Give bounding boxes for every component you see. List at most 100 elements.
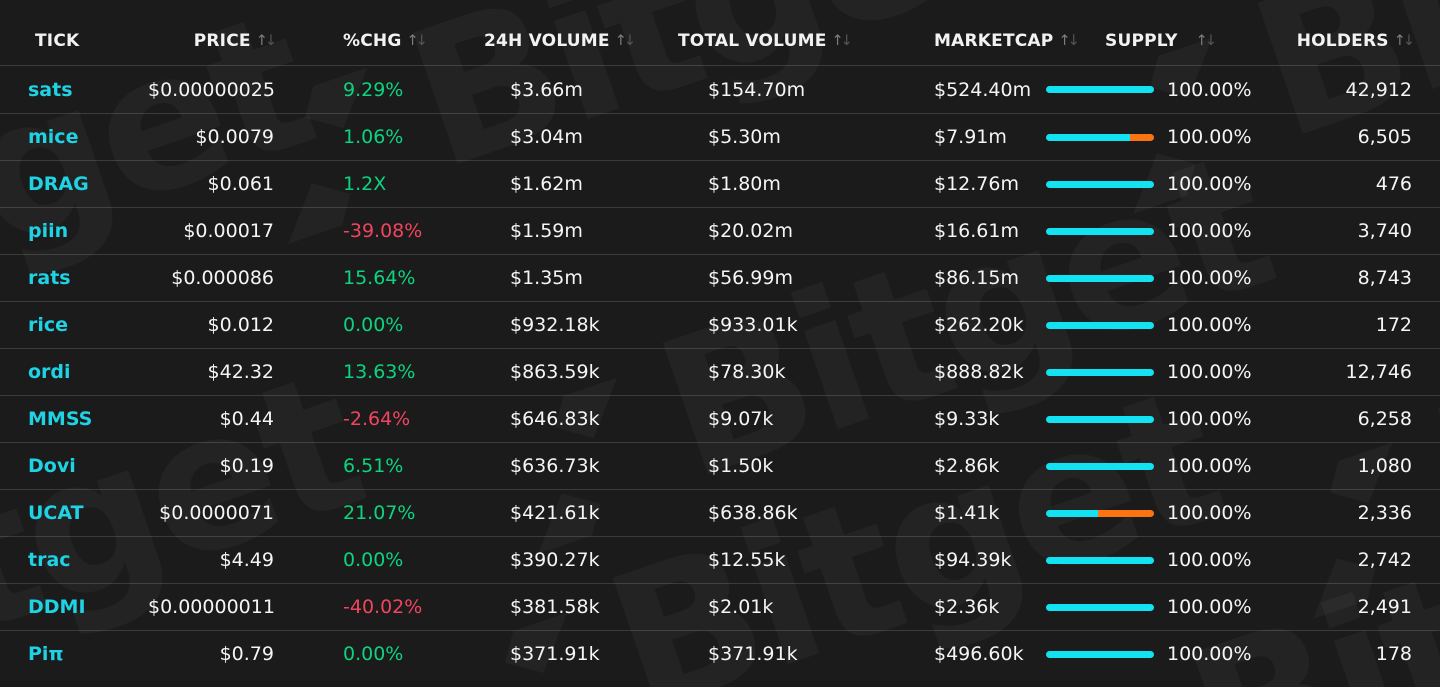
table-row[interactable]: rice $0.012 0.00% $932.18k $933.01k $262…	[0, 301, 1440, 348]
tick-cell[interactable]: DDMI	[28, 596, 86, 618]
volume-24h-cell: $3.66m	[510, 78, 583, 101]
header-label: HOLDERS	[1296, 30, 1389, 51]
table-body: sats $0.00000025 9.29% $3.66m $154.70m $…	[0, 66, 1440, 677]
tick-cell[interactable]: trac	[28, 549, 71, 571]
supply-percent: 100.00%	[1167, 267, 1252, 289]
table-row[interactable]: DRAG $0.061 1.2X $1.62m $1.80m $12.76m 1…	[0, 160, 1440, 207]
change-cell: 0.00%	[343, 549, 404, 571]
sort-icon: ↑ ↓	[1393, 32, 1415, 49]
table-row[interactable]: sats $0.00000025 9.29% $3.66m $154.70m $…	[0, 66, 1440, 113]
supply-bar-cyan-segment	[1046, 462, 1154, 470]
supply-cell: 100.00%	[1046, 549, 1252, 571]
sort-icon: ↑ ↓	[1195, 32, 1217, 49]
volume-24h-cell: $390.27k	[510, 549, 600, 571]
price-cell: $0.000086	[171, 267, 274, 289]
header-24h-volume[interactable]: 24H VOLUME ↑ ↓	[484, 31, 678, 51]
total-volume-cell: $5.30m	[708, 126, 781, 148]
table-row[interactable]: DDMI $0.00000011 -40.02% $381.58k $2.01k…	[0, 583, 1440, 630]
supply-percent: 100.00%	[1167, 126, 1252, 148]
supply-bar-cyan-segment	[1046, 274, 1154, 282]
tick-cell[interactable]: Dovi	[28, 455, 76, 477]
table-row[interactable]: Piπ $0.79 0.00% $371.91k $371.91k $496.6…	[0, 630, 1440, 677]
volume-24h-cell: $1.35m	[510, 267, 583, 289]
table-row[interactable]: Dovi $0.19 6.51% $636.73k $1.50k $2.86k …	[0, 442, 1440, 489]
sort-icon: ↑ ↓	[831, 32, 853, 49]
header-label: 24H VOLUME	[484, 30, 610, 51]
change-cell: 21.07%	[343, 502, 416, 524]
header-price[interactable]: PRICE ↑ ↓	[148, 30, 277, 51]
marketcap-cell: $524.40m	[934, 78, 1032, 101]
supply-bar-cyan-segment	[1046, 133, 1131, 141]
table-row[interactable]: rats $0.000086 15.64% $1.35m $56.99m $86…	[0, 254, 1440, 301]
table-row[interactable]: UCAT $0.0000071 21.07% $421.61k $638.86k…	[0, 489, 1440, 536]
supply-progress-bar	[1046, 509, 1154, 517]
header-supply[interactable]: SUPPLY ↑ ↓	[1046, 31, 1250, 51]
supply-cell: 100.00%	[1046, 361, 1252, 383]
total-volume-cell: $638.86k	[708, 502, 798, 524]
total-volume-cell: $9.07k	[708, 408, 774, 430]
price-cell: $0.00000025	[148, 78, 275, 101]
supply-cell: 100.00%	[1046, 173, 1252, 195]
tick-cell[interactable]: MMSS	[28, 408, 93, 430]
change-cell: 0.00%	[343, 314, 404, 336]
marketcap-cell: $888.82k	[934, 361, 1024, 383]
supply-bar-cyan-segment	[1046, 227, 1154, 235]
header-holders[interactable]: HOLDERS ↑ ↓	[1250, 30, 1415, 51]
supply-cell: 100.00%	[1046, 267, 1252, 289]
holders-cell: 178	[1375, 643, 1412, 665]
header-marketcap[interactable]: MARKETCAP ↑ ↓	[934, 31, 1080, 51]
change-cell: 15.64%	[343, 267, 416, 289]
tick-cell[interactable]: DRAG	[28, 173, 89, 195]
supply-bar-cyan-segment	[1046, 368, 1154, 376]
supply-percent: 100.00%	[1167, 596, 1252, 618]
supply-bar-orange-segment	[1130, 133, 1154, 141]
tick-cell[interactable]: rice	[28, 314, 69, 336]
bitget-logo-icon	[1012, 680, 1203, 687]
holders-cell: 2,491	[1357, 596, 1412, 618]
header-total-volume[interactable]: TOTAL VOLUME ↑ ↓	[678, 31, 934, 51]
tick-cell[interactable]: ordi	[28, 361, 71, 383]
supply-bar-cyan-segment	[1046, 180, 1154, 188]
total-volume-cell: $1.50k	[708, 455, 774, 477]
tick-cell[interactable]: piin	[28, 220, 69, 242]
table-row[interactable]: ordi $42.32 13.63% $863.59k $78.30k $888…	[0, 348, 1440, 395]
supply-progress-bar	[1046, 603, 1154, 611]
tick-cell[interactable]: mice	[28, 126, 79, 148]
supply-bar-cyan-segment	[1046, 509, 1098, 517]
tick-cell[interactable]: UCAT	[28, 502, 84, 524]
supply-cell: 100.00%	[1046, 220, 1252, 242]
change-cell: -2.64%	[343, 408, 411, 430]
marketcap-cell: $2.86k	[934, 455, 1000, 477]
supply-cell: 100.00%	[1046, 79, 1252, 101]
supply-cell: 100.00%	[1046, 596, 1252, 618]
holders-cell: 6,258	[1357, 408, 1412, 430]
table-row[interactable]: piin $0.00017 -39.08% $1.59m $20.02m $16…	[0, 207, 1440, 254]
supply-progress-bar	[1046, 321, 1154, 329]
marketcap-cell: $496.60k	[934, 643, 1024, 665]
price-cell: $42.32	[207, 361, 274, 383]
sort-icon: ↑ ↓	[406, 32, 428, 49]
holders-cell: 3,740	[1357, 220, 1412, 242]
table-row[interactable]: trac $4.49 0.00% $390.27k $12.55k $94.39…	[0, 536, 1440, 583]
supply-cell: 100.00%	[1046, 643, 1252, 665]
supply-bar-cyan-segment	[1046, 415, 1154, 423]
tick-cell[interactable]: sats	[28, 78, 73, 101]
table-row[interactable]: MMSS $0.44 -2.64% $646.83k $9.07k $9.33k…	[0, 395, 1440, 442]
header-change[interactable]: %CHG ↑ ↓	[274, 31, 484, 51]
total-volume-cell: $56.99m	[708, 267, 793, 289]
holders-cell: 2,336	[1357, 502, 1412, 524]
table-row[interactable]: mice $0.0079 1.06% $3.04m $5.30m $7.91m …	[0, 113, 1440, 160]
header-label: SUPPLY	[1105, 30, 1178, 51]
total-volume-cell: $78.30k	[708, 361, 786, 383]
supply-progress-bar	[1046, 368, 1154, 376]
sort-icon: ↑ ↓	[614, 32, 636, 49]
header-label: PRICE	[193, 30, 251, 51]
supply-cell: 100.00%	[1046, 314, 1252, 336]
tick-cell[interactable]: rats	[28, 267, 71, 289]
supply-bar-cyan-segment	[1046, 321, 1154, 329]
tick-cell[interactable]: Piπ	[28, 643, 64, 665]
change-cell: 0.00%	[343, 643, 404, 665]
total-volume-cell: $1.80m	[708, 173, 781, 195]
price-cell: $0.0079	[195, 126, 274, 148]
